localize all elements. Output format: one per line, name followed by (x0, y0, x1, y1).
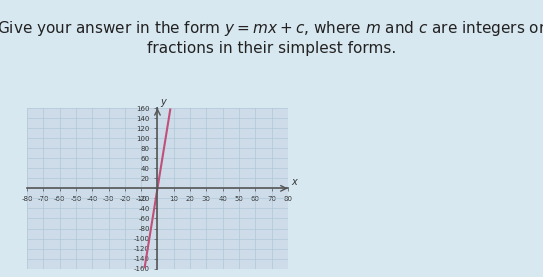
Text: Give your answer in the form $y = mx + c$, where $m$ and $c$ are integers or
fra: Give your answer in the form $y = mx + c… (0, 19, 543, 56)
Text: y: y (161, 96, 167, 107)
Text: x: x (291, 177, 297, 187)
